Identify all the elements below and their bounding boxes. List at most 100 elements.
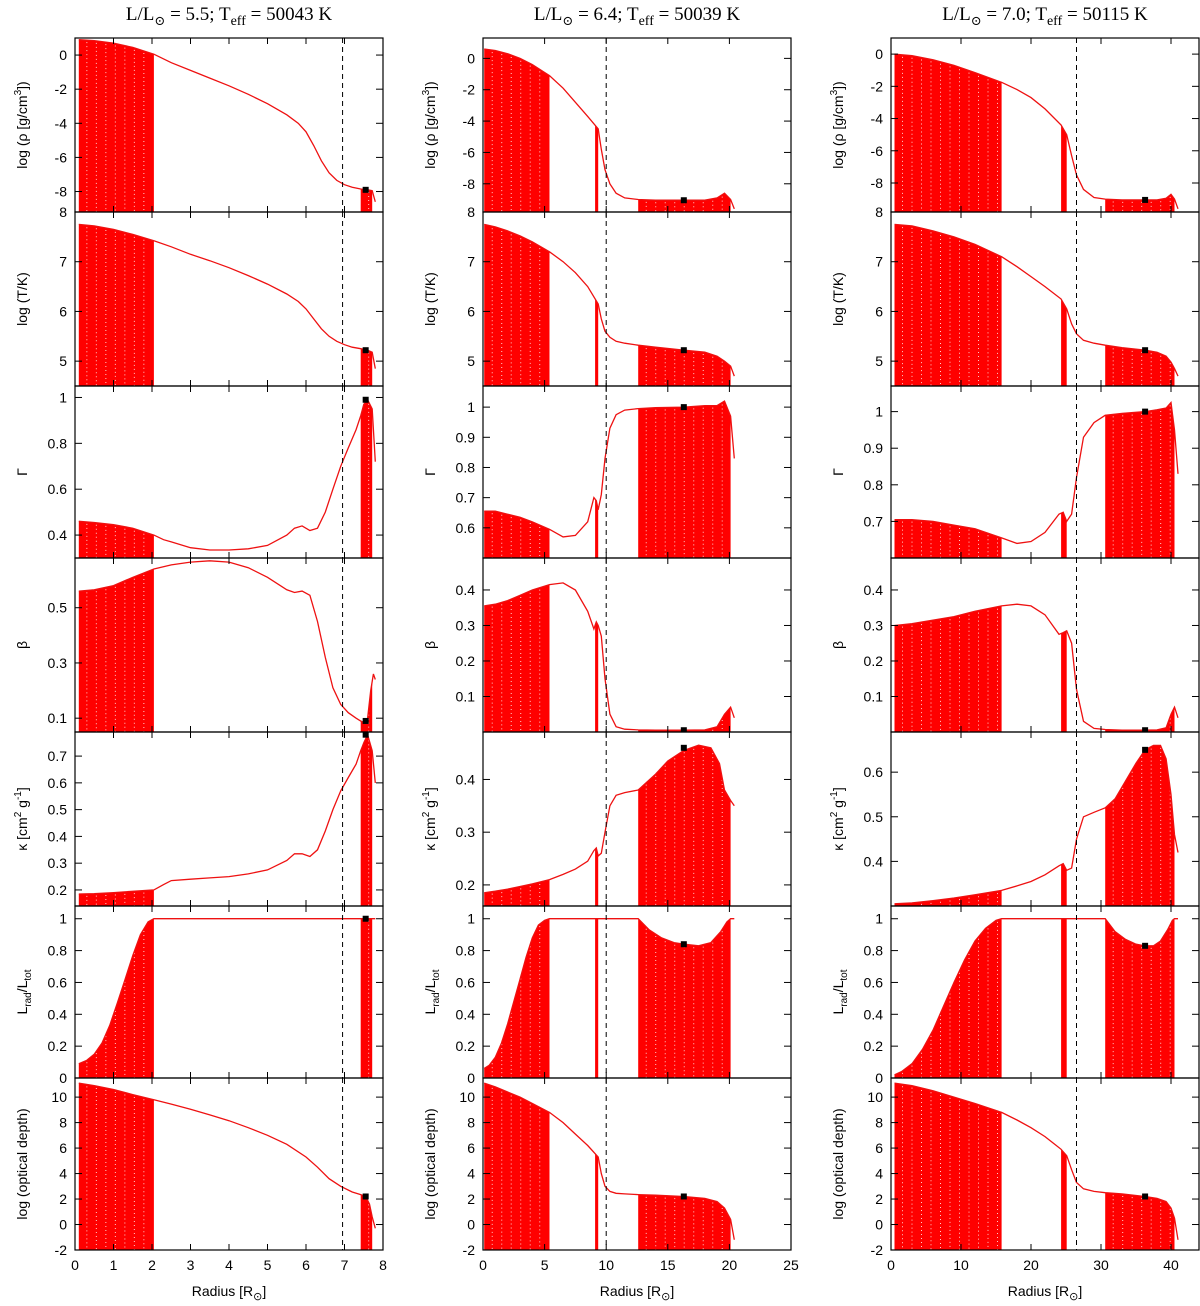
y-tick-label: 0.2 — [48, 1038, 68, 1054]
plot-area — [894, 212, 1179, 386]
sun-symbol-icon: ⊙ — [1069, 1291, 1078, 1303]
y-tick-label: 6 — [467, 303, 475, 319]
convective-zone-fill — [638, 345, 731, 386]
convective-zone-fill — [78, 918, 154, 1078]
panel-frame — [74, 731, 384, 907]
ylabel-part: log (ρ [g/cm — [422, 95, 438, 168]
profile-curve — [78, 39, 376, 202]
convective-zone-fill — [360, 1194, 373, 1250]
plot-area — [78, 1078, 376, 1250]
ylabel-part: L — [14, 1007, 30, 1015]
y-tick-label: 0.4 — [864, 582, 884, 598]
ylabel-part: ]) — [422, 81, 438, 90]
y-axis-label: Lrad/Ltot — [14, 969, 34, 1014]
marker-point — [680, 727, 687, 732]
convective-zone-fill — [78, 521, 154, 558]
convective-zone-fill — [1061, 512, 1067, 558]
plot-area — [484, 732, 735, 906]
convective-zone-fill — [638, 1194, 731, 1250]
plot-area — [894, 906, 1178, 1078]
ylabel-sub: rad — [839, 992, 850, 1006]
y-tick-label: 0.7 — [48, 748, 68, 764]
y-tick-label: 6 — [59, 1140, 67, 1156]
marker-point — [362, 186, 369, 193]
panel-kappa: 0.4 0.5 0.6 κ [cm2 g-1] — [829, 731, 1200, 907]
convective-zone-fill — [1061, 1149, 1067, 1250]
xlabel-text: Radius [R — [1008, 1283, 1069, 1299]
y-tick-label: 1 — [875, 911, 883, 927]
convective-zone-fill — [484, 879, 550, 906]
y-tick-label: 5 — [467, 353, 475, 369]
convective-zone-fill — [484, 918, 550, 1078]
y-tick-label: 4 — [875, 1166, 883, 1182]
x-axis-label: Radius [R⊙] — [600, 1283, 675, 1303]
plot-area — [78, 732, 376, 906]
marker-point — [680, 941, 687, 948]
ylabel-part: /L — [830, 980, 846, 992]
y-tick-label: -2 — [55, 81, 68, 97]
convective-zone-fill — [638, 745, 731, 906]
sun-symbol-icon: ⊙ — [562, 13, 573, 28]
ylabel-sup: 3 — [421, 89, 432, 95]
ylabel-sup: 3 — [829, 89, 840, 95]
y-tick-label: 6 — [467, 1140, 475, 1156]
marker-point — [362, 732, 369, 738]
plot-area — [894, 732, 1179, 906]
convective-zone-fill — [638, 707, 731, 732]
y-tick-label: 0 — [875, 1070, 883, 1086]
column-title: L/L⊙ = 5.5; Teff = 50043 K — [126, 4, 332, 29]
y-tick-label: 1 — [875, 404, 883, 420]
y-tick-label: 0.4 — [456, 771, 476, 787]
y-tick-label: 0 — [59, 1070, 67, 1086]
convective-zone-fill — [1105, 1192, 1175, 1250]
y-tick-label: 6 — [875, 1140, 883, 1156]
y-tick-label: -2 — [55, 1242, 68, 1258]
profile-curve — [78, 223, 376, 369]
y-tick-label: 0.4 — [48, 828, 68, 844]
y-tick-label: 0.2 — [456, 877, 476, 893]
y-tick-label: 5 — [59, 353, 67, 369]
title-lum-label: L/L — [126, 4, 155, 25]
y-tick-label: 0.3 — [48, 655, 68, 671]
y-tick-label: 0.6 — [456, 520, 476, 536]
x-tick-label: 40 — [1163, 1257, 1179, 1273]
column-title: L/L⊙ = 6.4; Teff = 50039 K — [534, 4, 740, 29]
y-tick-label: 0.2 — [48, 882, 68, 898]
y-tick-label: 0.4 — [864, 1006, 884, 1022]
y-tick-label: 4 — [467, 1166, 475, 1182]
title-lum-label: L/L — [534, 4, 563, 25]
y-tick-label: 0.1 — [48, 710, 68, 726]
convective-zone-fill — [595, 1153, 599, 1250]
y-tick-label: 7 — [875, 254, 883, 270]
title-teff-value: = 50039 K — [654, 4, 740, 25]
marker-point — [680, 347, 687, 354]
y-tick-label: 0.8 — [456, 943, 476, 959]
y-tick-label: 0 — [467, 50, 475, 66]
convective-zone-fill — [1061, 630, 1067, 732]
x-axis-label: Radius [R⊙] — [192, 1283, 267, 1303]
convective-zone-fill — [360, 348, 373, 386]
y-tick-label: 0.8 — [456, 459, 476, 475]
marker-point — [362, 717, 369, 724]
convective-zone-fill — [1105, 194, 1175, 212]
y-tick-label: 6 — [59, 303, 67, 319]
profile-curve — [894, 401, 1179, 545]
y-axis-label: Lrad/Ltot — [422, 969, 442, 1014]
y-axis-label: log (optical depth) — [422, 1108, 438, 1219]
ylabel-part: ]) — [830, 81, 846, 90]
panel-kappa: 0.2 0.3 0.4 0.5 0.6 0.7 κ [cm2 g-1] — [13, 731, 384, 907]
profile-curve — [483, 1082, 735, 1240]
y-tick-label: 8 — [875, 1115, 883, 1131]
convective-zone-fill — [78, 39, 154, 212]
y-tick-label: 0.2 — [864, 1038, 884, 1054]
x-tick-label: 15 — [660, 1257, 676, 1273]
ylabel-part: /L — [14, 980, 30, 992]
ylabel-sup: -1 — [421, 791, 432, 800]
convective-zone-fill — [78, 224, 154, 386]
plot-area — [894, 38, 1179, 212]
x-tick-label: 0 — [479, 1257, 487, 1273]
panel-beta: 0.1 0.3 0.5 β — [14, 557, 384, 733]
